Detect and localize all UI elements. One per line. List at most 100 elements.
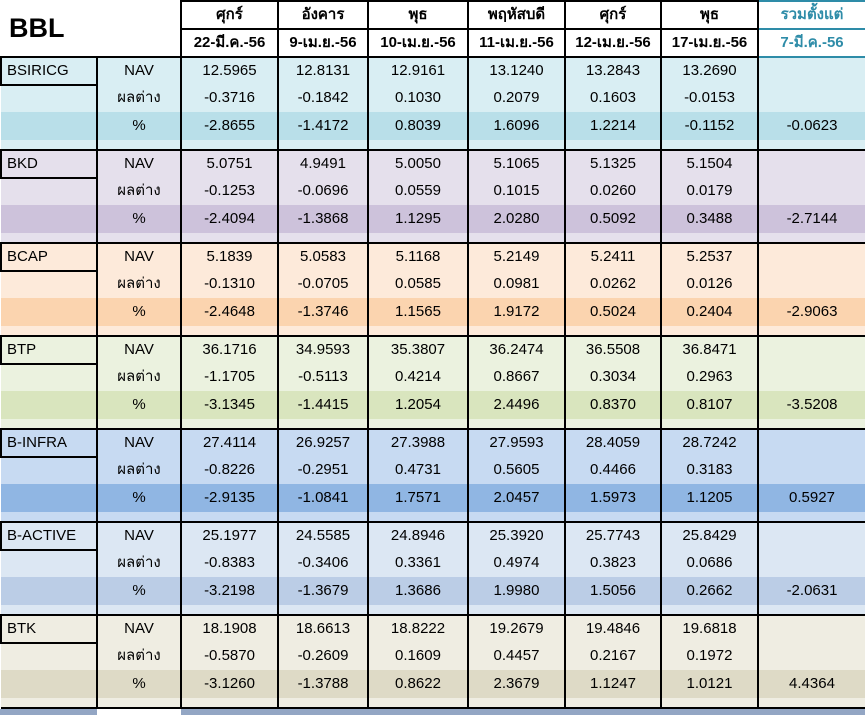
spacer-cell[interactable] [180, 140, 278, 150]
pct-value-cell[interactable]: 0.5092 [564, 205, 661, 233]
row-label-cell[interactable]: % [96, 391, 181, 419]
diff-value-cell[interactable]: 0.0262 [564, 271, 661, 298]
nav-value-cell[interactable]: 5.0050 [367, 149, 468, 178]
spacer-cell[interactable] [757, 233, 865, 243]
diff-value-cell[interactable]: -0.3716 [180, 85, 278, 112]
diff-value-cell[interactable]: 0.4974 [467, 550, 565, 577]
diff-value-cell[interactable]: 0.3823 [564, 550, 661, 577]
diff-value-cell[interactable]: -0.8383 [180, 550, 278, 577]
pct-value-cell[interactable]: -2.8655 [180, 112, 278, 140]
pct-value-cell[interactable]: 0.8370 [564, 391, 661, 419]
nav-value-cell[interactable]: 5.2149 [467, 242, 565, 271]
row-label-cell[interactable]: ผลต่าง [96, 643, 181, 670]
diff-value-cell[interactable]: 0.4214 [367, 364, 468, 391]
nav-value-cell[interactable]: 19.2679 [467, 614, 565, 643]
fund-column-cell[interactable] [1, 484, 97, 512]
header-day-cell[interactable]: พุธ [660, 0, 759, 30]
pct-value-cell[interactable]: -1.3788 [277, 670, 368, 698]
pct-value-cell[interactable]: -3.2198 [180, 577, 278, 605]
spacer-cell[interactable] [277, 605, 368, 615]
total-value-cell[interactable] [757, 428, 865, 457]
pct-value-cell[interactable]: -1.3746 [277, 298, 368, 326]
row-label-cell[interactable]: NAV [96, 335, 181, 364]
row-label-cell[interactable]: NAV [96, 521, 181, 550]
total-value-cell[interactable] [757, 56, 865, 85]
spacer-cell[interactable] [277, 326, 368, 336]
pct-value-cell[interactable]: 1.1295 [367, 205, 468, 233]
pct-value-cell[interactable]: -0.1152 [660, 112, 758, 140]
total-value-cell[interactable] [757, 242, 865, 271]
diff-value-cell[interactable]: 0.0585 [367, 271, 468, 298]
fund-column-cell[interactable] [1, 85, 97, 112]
fund-column-cell[interactable] [1, 391, 97, 419]
nav-value-cell[interactable]: 4.9491 [277, 149, 368, 178]
nav-value-cell[interactable]: 24.8946 [367, 521, 468, 550]
fund-column-cell[interactable] [1, 550, 97, 577]
fund-column-cell[interactable] [1, 298, 97, 326]
pct-value-cell[interactable]: -3.1260 [180, 670, 278, 698]
pct-value-cell[interactable]: 1.1247 [564, 670, 661, 698]
spacer-cell[interactable] [660, 326, 758, 336]
pct-value-cell[interactable]: -2.4094 [180, 205, 278, 233]
pct-value-cell[interactable]: -1.0841 [277, 484, 368, 512]
diff-value-cell[interactable]: 0.0686 [660, 550, 758, 577]
diff-value-cell[interactable]: -0.3406 [277, 550, 368, 577]
spacer-cell[interactable] [96, 326, 181, 336]
diff-value-cell[interactable]: -0.8226 [180, 457, 278, 484]
spacer-cell[interactable] [467, 326, 565, 336]
header-date-cell[interactable]: 9-เม.ย.-56 [277, 28, 369, 58]
nav-value-cell[interactable]: 13.2690 [660, 56, 758, 85]
pct-value-cell[interactable]: -1.3868 [277, 205, 368, 233]
fund-name-cell[interactable]: B-INFRA [0, 428, 98, 458]
diff-value-cell[interactable]: 0.3034 [564, 364, 661, 391]
fund-column-cell[interactable] [1, 140, 97, 150]
nav-value-cell[interactable]: 5.1839 [180, 242, 278, 271]
header-day-cell[interactable]: ศุกร์ [180, 0, 279, 30]
total-value-cell[interactable] [757, 364, 865, 391]
total-header-date-cell[interactable]: 7-มี.ค.-56 [757, 28, 865, 58]
total-value-cell[interactable]: -2.7144 [757, 205, 865, 233]
row-label-cell[interactable]: % [96, 577, 181, 605]
row-label-cell[interactable]: ผลต่าง [96, 178, 181, 205]
nav-value-cell[interactable]: 35.3807 [367, 335, 468, 364]
diff-value-cell[interactable]: -0.5870 [180, 643, 278, 670]
pct-value-cell[interactable]: 0.3488 [660, 205, 758, 233]
diff-value-cell[interactable]: 0.2167 [564, 643, 661, 670]
pct-value-cell[interactable]: 0.8622 [367, 670, 468, 698]
spacer-cell[interactable] [180, 326, 278, 336]
pct-value-cell[interactable]: 0.8039 [367, 112, 468, 140]
spacer-cell[interactable] [277, 512, 368, 522]
spacer-cell[interactable] [757, 419, 865, 429]
spacer-cell[interactable] [564, 140, 661, 150]
nav-value-cell[interactable]: 25.7743 [564, 521, 661, 550]
diff-value-cell[interactable]: 0.1603 [564, 85, 661, 112]
pct-value-cell[interactable]: 1.9980 [467, 577, 565, 605]
spacer-cell[interactable] [467, 605, 565, 615]
fund-name-cell[interactable]: BKD [0, 149, 98, 179]
spacer-cell[interactable] [660, 605, 758, 615]
spacer-cell[interactable] [277, 233, 368, 243]
nav-value-cell[interactable]: 36.1716 [180, 335, 278, 364]
total-value-cell[interactable]: -3.5208 [757, 391, 865, 419]
diff-value-cell[interactable]: -0.5113 [277, 364, 368, 391]
diff-value-cell[interactable]: 0.0981 [467, 271, 565, 298]
spacer-cell[interactable] [96, 233, 181, 243]
spacer-cell[interactable] [180, 233, 278, 243]
row-label-cell[interactable]: NAV [96, 149, 181, 178]
total-value-cell[interactable] [757, 457, 865, 484]
nav-value-cell[interactable]: 26.9257 [277, 428, 368, 457]
nav-value-cell[interactable]: 25.3920 [467, 521, 565, 550]
nav-value-cell[interactable]: 5.0751 [180, 149, 278, 178]
spacer-cell[interactable] [180, 605, 278, 615]
pct-value-cell[interactable]: 1.9172 [467, 298, 565, 326]
spacer-cell[interactable] [367, 419, 468, 429]
spacer-cell[interactable] [564, 233, 661, 243]
nav-value-cell[interactable]: 5.1065 [467, 149, 565, 178]
nav-value-cell[interactable]: 27.4114 [180, 428, 278, 457]
fund-column-cell[interactable] [1, 605, 97, 615]
total-value-cell[interactable]: 4.4364 [757, 670, 865, 698]
spacer-cell[interactable] [96, 140, 181, 150]
pct-value-cell[interactable]: 1.1565 [367, 298, 468, 326]
pct-value-cell[interactable]: 0.8107 [660, 391, 758, 419]
pct-value-cell[interactable]: 2.0457 [467, 484, 565, 512]
